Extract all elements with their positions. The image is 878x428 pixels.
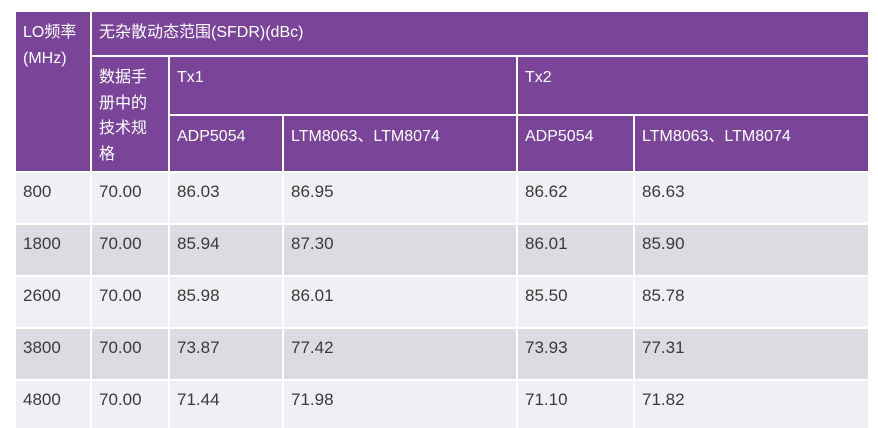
cell-tx2-adp5054: 71.10	[516, 379, 635, 428]
table-body: 800 70.00 86.03 86.95 86.62 86.63 1800 7…	[14, 171, 870, 428]
cell-tx1-adp5054: 86.03	[168, 171, 284, 226]
header-tx1-ltm8063-ltm8074: LTM8063、LTM8074	[282, 113, 518, 174]
table-row-3800: 3800 70.00 73.87 77.42 73.93 77.31	[14, 327, 870, 382]
table-row-4800: 4800 70.00 71.44 71.98 71.10 71.82	[14, 379, 870, 428]
header-datasheet-spec: 数据手册中的技术规格	[90, 54, 170, 174]
cell-tx2-ltm: 86.63	[633, 171, 870, 226]
cell-spec: 70.00	[90, 223, 170, 278]
cell-tx2-ltm: 71.82	[633, 379, 870, 428]
header-tx2-ltm8063-ltm8074: LTM8063、LTM8074	[633, 113, 870, 174]
cell-lo: 800	[14, 171, 92, 226]
header-row-regulators: ADP5054 LTM8063、LTM8074 ADP5054 LTM8063、…	[15, 113, 870, 174]
cell-spec: 70.00	[90, 275, 170, 330]
cell-tx1-adp5054: 85.94	[168, 223, 284, 278]
table-row-2600: 2600 70.00 85.98 86.01 85.50 85.78	[14, 275, 870, 330]
header-lo-frequency: LO频率 (MHz)	[14, 9, 92, 174]
header-row-title: LO频率 (MHz) 无杂散动态范围(SFDR)(dBc)	[14, 9, 870, 174]
table-row-1800: 1800 70.00 85.94 87.30 86.01 85.90	[14, 223, 870, 278]
cell-tx2-adp5054: 73.93	[516, 327, 635, 382]
cell-tx2-adp5054: 85.50	[516, 275, 635, 330]
cell-tx1-ltm: 86.01	[282, 275, 518, 330]
header-sfdr-title: 无杂散动态范围(SFDR)(dBc)	[90, 10, 870, 57]
cell-tx1-adp5054: 85.98	[168, 275, 284, 330]
cell-tx2-adp5054: 86.01	[516, 223, 635, 278]
cell-lo: 3800	[14, 327, 92, 382]
cell-tx1-ltm: 87.30	[282, 223, 518, 278]
cell-tx2-ltm: 77.31	[633, 327, 870, 382]
cell-spec: 70.00	[90, 171, 170, 226]
table-header: LO频率 (MHz) 无杂散动态范围(SFDR)(dBc) 数据手册中的技术规格…	[14, 9, 870, 174]
header-row-tx-groups: 数据手册中的技术规格 Tx1 Tx2	[15, 54, 870, 174]
cell-lo: 1800	[14, 223, 92, 278]
cell-lo: 2600	[14, 275, 92, 330]
cell-tx1-ltm: 71.98	[282, 379, 518, 428]
cell-spec: 70.00	[90, 327, 170, 382]
cell-tx1-ltm: 86.95	[282, 171, 518, 226]
cell-tx1-ltm: 77.42	[282, 327, 518, 382]
sfdr-table: LO频率 (MHz) 无杂散动态范围(SFDR)(dBc) 数据手册中的技术规格…	[14, 9, 870, 428]
cell-tx2-ltm: 85.90	[633, 223, 870, 278]
cell-tx1-adp5054: 73.87	[168, 327, 284, 382]
header-tx2-adp5054: ADP5054	[516, 113, 635, 174]
header-tx1-adp5054: ADP5054	[168, 113, 284, 174]
cell-tx1-adp5054: 71.44	[168, 379, 284, 428]
cell-tx2-ltm: 85.78	[633, 275, 870, 330]
cell-lo: 4800	[14, 379, 92, 428]
cell-tx2-adp5054: 86.62	[516, 171, 635, 226]
cell-spec: 70.00	[90, 379, 170, 428]
header-tx2-group: Tx2	[516, 55, 870, 116]
table-row-800: 800 70.00 86.03 86.95 86.62 86.63	[14, 171, 870, 226]
header-tx1-group: Tx1	[168, 55, 518, 116]
